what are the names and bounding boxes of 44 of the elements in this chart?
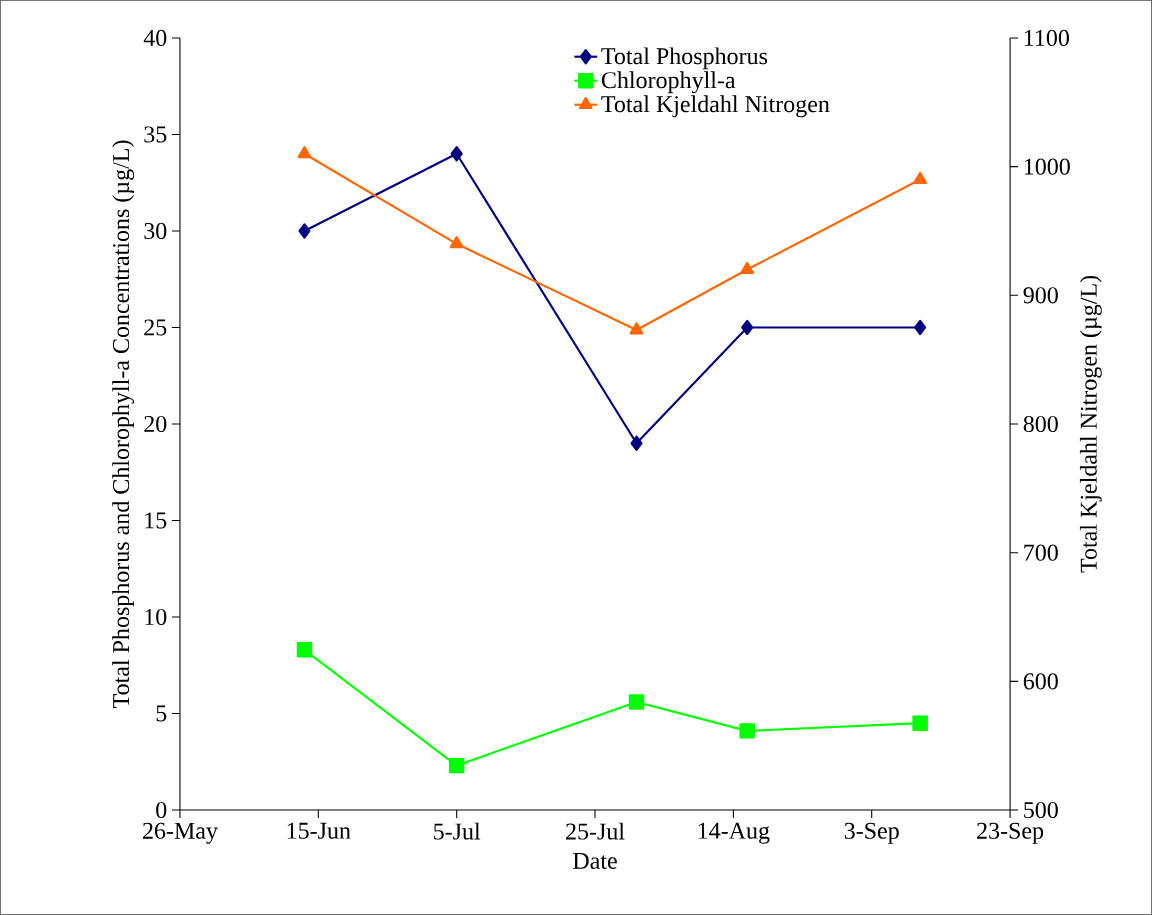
x-tick-label: 15-Jun	[287, 822, 351, 839]
point	[448, 757, 465, 774]
point	[740, 261, 755, 274]
point	[296, 642, 313, 658]
y2-tick-label: 1000	[1024, 158, 1070, 175]
point	[297, 146, 312, 159]
point	[912, 715, 928, 731]
point	[629, 322, 644, 335]
x-tick-label: 23-Sep	[977, 822, 1044, 844]
y2-tick-label: 1100	[1024, 29, 1069, 47]
y-tick-label: 35	[144, 126, 167, 143]
y-tick-label: 25	[144, 319, 167, 336]
y2-tick-label: 700	[1024, 544, 1058, 561]
y-tick-label: 40	[143, 29, 167, 47]
x-tick-label: 26-May	[143, 822, 218, 844]
legend-label: Chlorophyll-a	[601, 71, 736, 94]
y-axis-title: Total Phosphorus and Chlorophyll-a Concentrations (µg/L)	[112, 140, 135, 708]
point	[449, 236, 464, 249]
x-tick-label: 3-Sep	[844, 822, 899, 844]
point	[741, 319, 754, 336]
x-tick-label: 14-Aug	[698, 822, 770, 844]
point	[739, 723, 755, 739]
y-tick-label: 5	[156, 705, 167, 722]
point	[298, 223, 311, 239]
x-tick-label: 25-Jul	[566, 822, 625, 840]
legend-label: Total Kjeldahl Nitrogen	[601, 95, 830, 118]
y2-tick-label: 600	[1023, 673, 1058, 690]
y-tick-label: 20	[144, 415, 167, 433]
point	[630, 435, 643, 452]
y-tick-label: 15	[145, 512, 167, 529]
y2-tick-label: 900	[1023, 287, 1058, 304]
point	[914, 319, 927, 336]
y-tick-label: 0	[156, 801, 167, 819]
point	[913, 171, 927, 184]
point	[628, 694, 645, 710]
y2-axis-title: Total Kjeldahl Nitrogen (µg/L)	[1079, 275, 1102, 573]
legend-label: Total Phosphorus	[601, 47, 768, 70]
x-axis-title: Date	[573, 852, 617, 869]
y2-tick-label: 800	[1023, 415, 1058, 433]
y-tick-label: 30	[144, 222, 167, 240]
y-tick-label: 10	[145, 608, 167, 626]
y2-tick-label: 500	[1024, 801, 1058, 819]
x-tick-label: 5-Jul	[434, 822, 481, 840]
point	[450, 146, 463, 162]
